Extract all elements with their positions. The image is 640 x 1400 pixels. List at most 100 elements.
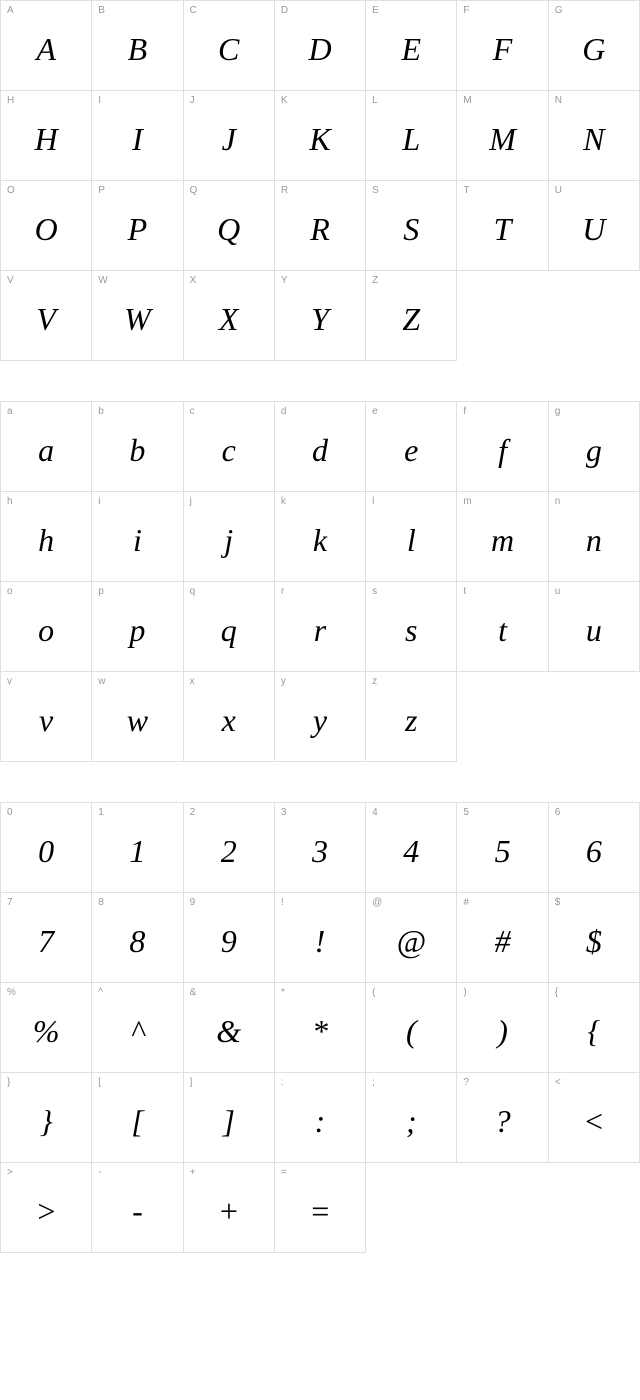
glyph-cell[interactable]: 88 [92,893,183,983]
glyph-cell[interactable]: ## [457,893,548,983]
glyph-char: r [314,614,326,646]
glyph-cell[interactable]: $$ [549,893,640,983]
glyph-cell[interactable]: XX [184,271,275,361]
glyph-char: + [218,1195,240,1227]
character-map-container: AABBCCDDEEFFGG HHIIJJKKLLMMNN OOPPQQRRSSTT… [0,0,640,1253]
glyph-label: Z [372,275,378,286]
glyph-cell[interactable]: 00 [1,803,92,893]
glyph-cell[interactable]: OO [1,181,92,271]
glyph-cell[interactable]: }} [1,1073,92,1163]
glyph-cell[interactable]: ee [366,402,457,492]
glyph-cell[interactable]: (( [366,983,457,1073]
glyph-cell[interactable]: nn [549,492,640,582]
glyph-cell[interactable]: BB [92,1,183,91]
glyph-cell[interactable]: CC [184,1,275,91]
glyph-cell[interactable]: QQ [184,181,275,271]
glyph-cell[interactable]: 11 [92,803,183,893]
glyph-cell[interactable]: ** [275,983,366,1073]
glyph-cell[interactable]: II [92,91,183,181]
glyph-cell[interactable]: oo [1,582,92,672]
glyph-label: I [98,95,101,106]
glyph-cell[interactable]: 55 [457,803,548,893]
glyph-cell[interactable]: ZZ [366,271,457,361]
glyph-cell[interactable]: yy [275,672,366,762]
glyph-cell[interactable]: DD [275,1,366,91]
glyph-cell[interactable]: hh [1,492,92,582]
glyph-char: > [35,1195,57,1227]
glyph-cell[interactable]: HH [1,91,92,181]
glyph-cell[interactable]: bb [92,402,183,492]
glyph-cell[interactable]: dd [275,402,366,492]
glyph-cell[interactable]: SS [366,181,457,271]
glyph-cell[interactable]: GG [549,1,640,91]
glyph-cell[interactable]: ii [92,492,183,582]
glyph-cell[interactable]: VV [1,271,92,361]
glyph-char: G [582,33,605,65]
glyph-cell[interactable]: LL [366,91,457,181]
glyph-label: k [281,496,286,507]
glyph-cell[interactable]: uu [549,582,640,672]
glyph-cell[interactable]: TT [457,181,548,271]
glyph-label: D [281,5,288,16]
glyph-cell[interactable]: && [184,983,275,1073]
glyph-cell[interactable]: cc [184,402,275,492]
glyph-cell[interactable]: kk [275,492,366,582]
glyph-cell[interactable]: vv [1,672,92,762]
glyph-char: x [222,704,236,736]
glyph-cell[interactable]: xx [184,672,275,762]
glyph-cell[interactable]: ]] [184,1073,275,1163]
glyph-cell[interactable]: PP [92,181,183,271]
glyph-cell[interactable]: jj [184,492,275,582]
glyph-cell[interactable]: AA [1,1,92,91]
glyph-cell[interactable]: UU [549,181,640,271]
glyph-label: i [98,496,100,507]
glyph-label: @ [372,897,382,908]
glyph-label: c [190,406,195,417]
glyph-char: W [124,303,151,335]
glyph-cell[interactable]: tt [457,582,548,672]
glyph-cell[interactable]: << [549,1073,640,1163]
glyph-cell[interactable]: @@ [366,893,457,983]
glyph-cell[interactable]: %% [1,983,92,1073]
glyph-cell[interactable]: >> [1,1163,92,1253]
glyph-cell[interactable]: RR [275,181,366,271]
glyph-cell[interactable]: 44 [366,803,457,893]
glyph-cell[interactable]: )) [457,983,548,1073]
glyph-cell[interactable]: MM [457,91,548,181]
glyph-cell[interactable]: EE [366,1,457,91]
glyph-cell[interactable]: ;; [366,1073,457,1163]
glyph-cell[interactable]: ++ [184,1163,275,1253]
glyph-label: W [98,275,107,286]
glyph-cell[interactable]: ^^ [92,983,183,1073]
glyph-cell[interactable]: 99 [184,893,275,983]
glyph-char: E [402,33,422,65]
glyph-cell[interactable]: mm [457,492,548,582]
glyph-cell[interactable]: ff [457,402,548,492]
glyph-cell[interactable]: :: [275,1073,366,1163]
glyph-cell[interactable]: 77 [1,893,92,983]
glyph-cell[interactable]: ?? [457,1073,548,1163]
glyph-cell[interactable]: [[ [92,1073,183,1163]
glyph-cell[interactable]: gg [549,402,640,492]
glyph-cell[interactable]: zz [366,672,457,762]
glyph-cell[interactable]: !! [275,893,366,983]
glyph-cell[interactable]: 66 [549,803,640,893]
glyph-cell[interactable]: {{ [549,983,640,1073]
glyph-cell[interactable]: ll [366,492,457,582]
glyph-cell[interactable]: WW [92,271,183,361]
glyph-cell[interactable]: -- [92,1163,183,1253]
glyph-cell[interactable]: JJ [184,91,275,181]
glyph-cell[interactable]: rr [275,582,366,672]
glyph-cell[interactable]: KK [275,91,366,181]
glyph-cell[interactable]: aa [1,402,92,492]
glyph-cell[interactable]: NN [549,91,640,181]
glyph-cell[interactable]: 22 [184,803,275,893]
glyph-cell[interactable]: ss [366,582,457,672]
glyph-cell[interactable]: YY [275,271,366,361]
glyph-cell[interactable]: ww [92,672,183,762]
glyph-cell[interactable]: qq [184,582,275,672]
glyph-cell[interactable]: == [275,1163,366,1253]
glyph-cell[interactable]: pp [92,582,183,672]
glyph-cell[interactable]: 33 [275,803,366,893]
glyph-cell[interactable]: FF [457,1,548,91]
